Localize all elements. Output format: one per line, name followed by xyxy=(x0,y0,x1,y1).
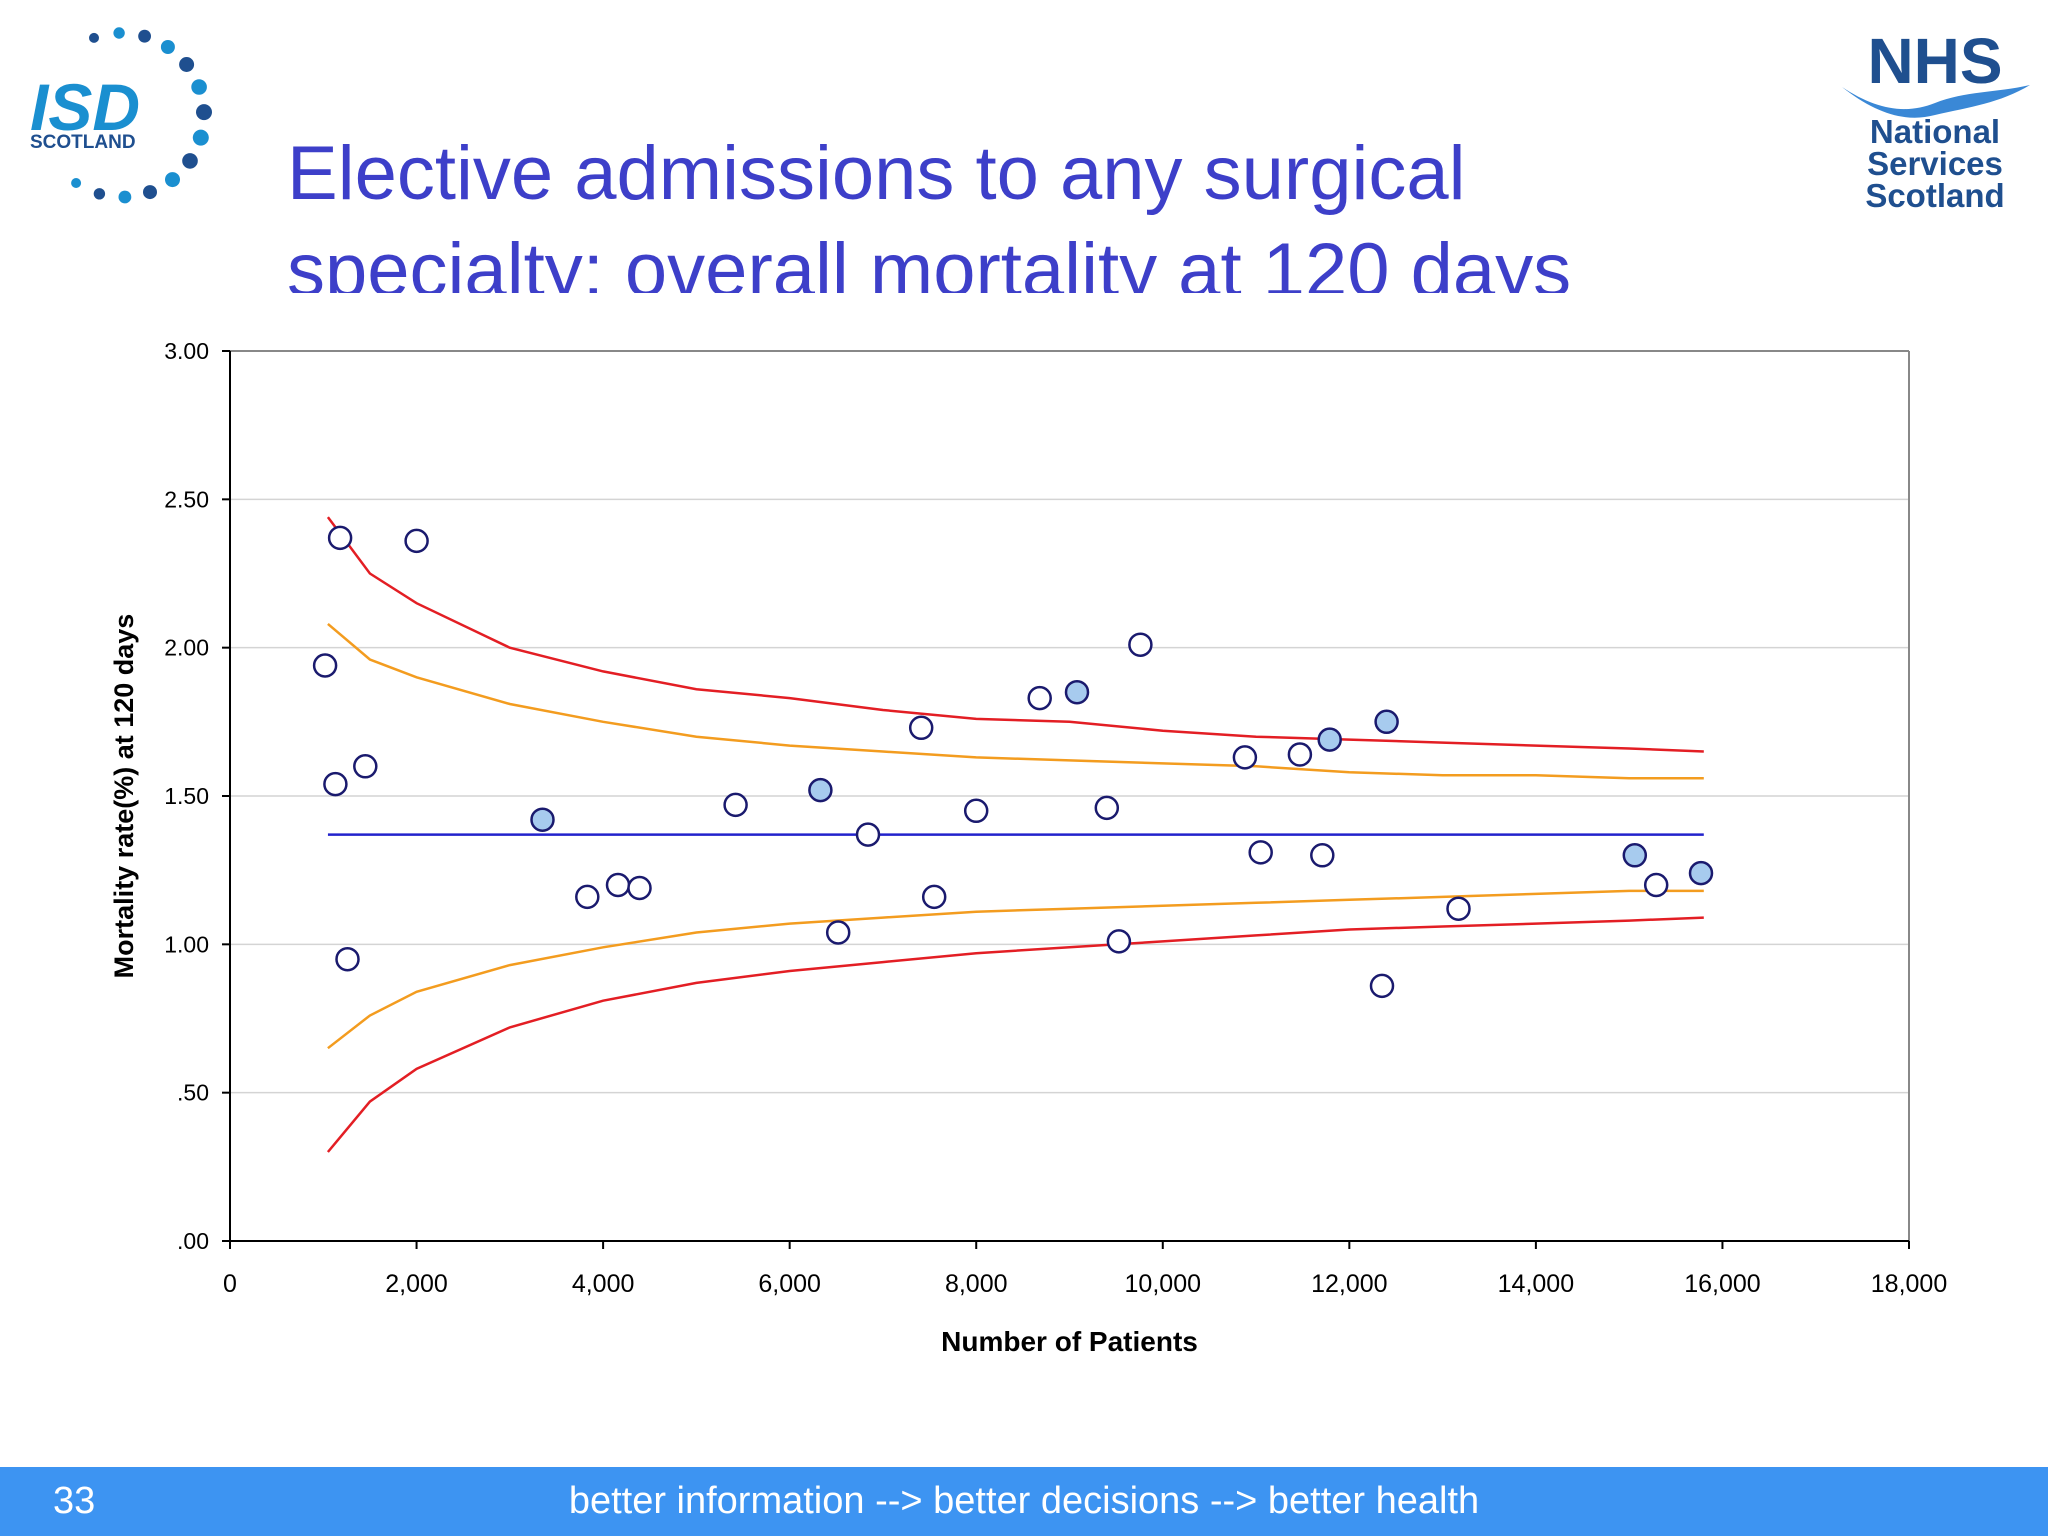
data-point xyxy=(1027,685,1052,711)
lower-99-limit-line xyxy=(326,916,1704,1153)
slide-title: Elective admissions to any surgical spec… xyxy=(287,131,1572,293)
nhs-logo-line-scotland: Scotland xyxy=(1865,177,2004,214)
isd-scotland-logo: ISD SCOTLAND xyxy=(30,27,212,204)
y-tick-label: .50 xyxy=(177,1080,209,1106)
x-tick-label: 2,000 xyxy=(385,1270,448,1298)
isd-logo-subtitle: SCOTLAND xyxy=(30,132,136,153)
isd-logo-dot xyxy=(165,172,180,188)
isd-logo-dot xyxy=(71,178,82,188)
x-tick-label: 4,000 xyxy=(572,1270,635,1298)
data-point-highlighted xyxy=(808,777,833,803)
isd-logo-dot xyxy=(191,79,207,95)
data-point xyxy=(1232,745,1258,770)
data-point xyxy=(353,754,378,779)
x-tick-label: 10,000 xyxy=(1125,1270,1201,1298)
data-point xyxy=(825,920,851,945)
isd-logo-dot xyxy=(182,153,198,169)
data-point xyxy=(921,884,947,910)
footer-tagline: better information --> better decisions … xyxy=(568,1480,1480,1522)
upper-99-limit-line xyxy=(326,516,1704,753)
data-point-highlighted xyxy=(1622,843,1648,868)
y-tick-label: 2.50 xyxy=(164,486,209,512)
isd-logo-dot xyxy=(138,29,151,43)
isd-logo-dots xyxy=(71,27,212,204)
data-point xyxy=(335,946,360,972)
isd-logo-dot xyxy=(93,188,106,200)
data-point xyxy=(723,792,748,818)
x-tick-label: 6,000 xyxy=(758,1270,821,1298)
data-point xyxy=(1643,872,1669,898)
nhs-national-services-scotland-logo: NHS National Services Scotland xyxy=(1842,25,2030,214)
data-point-highlighted xyxy=(1064,679,1090,705)
isd-logo-dot xyxy=(118,190,132,204)
data-point xyxy=(627,875,652,901)
data-point xyxy=(575,884,600,910)
data-point xyxy=(404,528,429,554)
data-point-highlighted xyxy=(1688,860,1714,886)
funnel-plot: .00 .50 1.00 1.50 2.00 2.50 3.00 0 2,000 4,000 6,0… xyxy=(109,338,1947,1357)
isd-logo-dot xyxy=(160,40,175,54)
x-tick-label: 12,000 xyxy=(1311,1270,1387,1298)
isd-logo-dot xyxy=(196,104,212,121)
x-tick-label: 8,000 xyxy=(945,1270,1008,1298)
nhs-logo-wave xyxy=(1842,85,2030,118)
footer-bar: 33 better information --> better decisio… xyxy=(0,1467,2048,1536)
data-point xyxy=(1094,795,1120,821)
data-point xyxy=(855,822,881,847)
isd-logo-dot xyxy=(192,129,209,146)
nhs-logo-line-national: National xyxy=(1870,113,2000,150)
isd-logo-mark: ISD xyxy=(30,70,140,144)
y-tick-label: 1.00 xyxy=(164,931,209,957)
nhs-logo-mark: NHS xyxy=(1867,25,2002,97)
data-point xyxy=(1446,896,1471,921)
x-axis-title: Number of Patients xyxy=(941,1326,1198,1357)
data-point xyxy=(312,653,338,678)
y-tick-label: 3.00 xyxy=(164,338,209,364)
slide-number: 33 xyxy=(53,1480,96,1522)
y-axis-title: Mortality rate(%) at 120 days xyxy=(109,614,139,979)
data-point xyxy=(1369,973,1395,999)
isd-logo-dot xyxy=(143,185,157,200)
data-point xyxy=(1310,843,1335,868)
data-point xyxy=(1106,929,1132,954)
data-point xyxy=(1248,840,1273,865)
data-point xyxy=(327,525,353,551)
y-tick-label: 1.50 xyxy=(164,783,209,809)
data-point-highlighted xyxy=(1374,709,1399,735)
isd-logo-dot xyxy=(113,27,125,39)
data-point xyxy=(963,798,989,824)
lower-95-limit-line xyxy=(327,889,1704,1050)
data-point xyxy=(908,715,934,741)
data-point xyxy=(1128,632,1153,657)
x-tick-label: 0 xyxy=(223,1270,237,1298)
isd-logo-dot xyxy=(179,57,195,72)
x-tick-label: 14,000 xyxy=(1498,1270,1574,1298)
isd-logo-dot xyxy=(89,32,99,43)
data-point xyxy=(1287,742,1313,767)
data-point-highlighted xyxy=(1317,727,1342,752)
data-point xyxy=(605,872,631,898)
data-point-highlighted xyxy=(530,807,555,832)
x-tick-label: 18,000 xyxy=(1871,1270,1947,1298)
nhs-logo-line-services: Services xyxy=(1867,145,2003,182)
x-tick-label: 16,000 xyxy=(1684,1270,1760,1298)
data-point xyxy=(323,771,348,797)
upper-95-limit-line xyxy=(327,622,1704,780)
y-tick-label: 2.00 xyxy=(164,635,209,661)
y-tick-label: .00 xyxy=(177,1228,209,1254)
